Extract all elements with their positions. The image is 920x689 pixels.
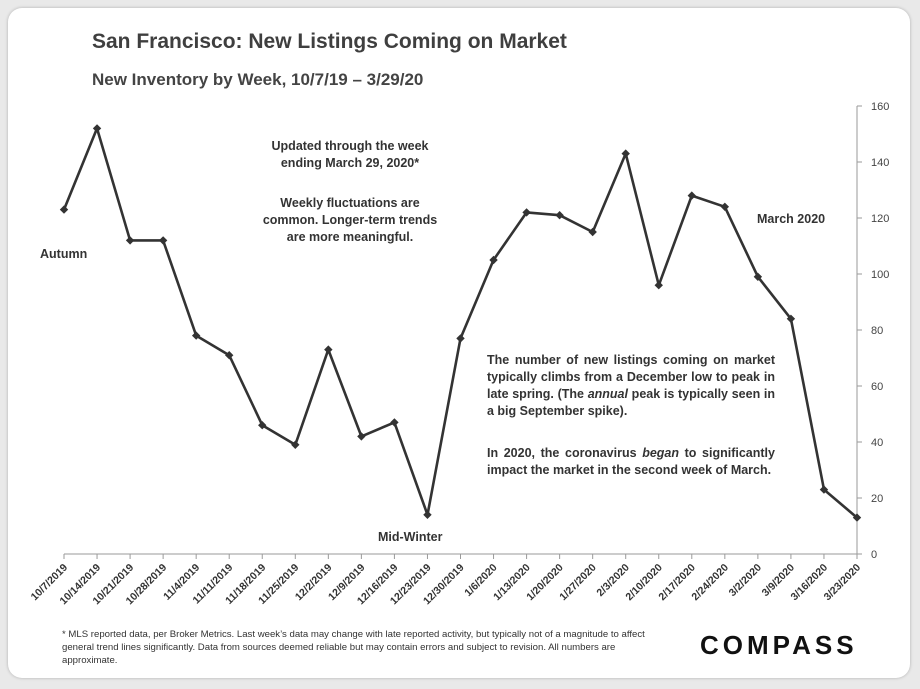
data-point <box>654 281 663 290</box>
y-tick-label: 160 <box>871 101 889 113</box>
chart-title: San Francisco: New Listings Coming on Ma… <box>92 30 567 53</box>
compass-logo: COMPASS <box>700 630 858 660</box>
x-tick-label: 3/2/2020 <box>727 562 764 599</box>
data-point <box>720 202 730 211</box>
coronavirus-note-text: In 2020, the coronavirus <box>487 446 643 460</box>
mid-winter-label: Mid-Winter <box>378 530 443 544</box>
data-point <box>423 510 432 519</box>
fluctuation-note-line-1: Weekly fluctuations are <box>280 196 420 210</box>
y-tick-label: 60 <box>871 381 883 393</box>
data-point <box>819 485 829 494</box>
data-point <box>522 208 531 217</box>
seasonality-note-emphasis: annual <box>587 387 628 401</box>
data-point <box>125 236 135 245</box>
data-point <box>92 124 102 133</box>
data-point <box>621 149 630 158</box>
y-tick-label: 0 <box>871 549 877 561</box>
fluctuation-note: Weekly fluctuations are common. Longer-t… <box>250 195 450 246</box>
chart-subtitle: New Inventory by Week, 10/7/19 – 3/29/20 <box>92 70 424 89</box>
data-point <box>324 345 333 354</box>
fluctuation-note-line-3: are more meaningful. <box>286 230 414 244</box>
coronavirus-note-tail: to significantly impact the market in th… <box>487 446 775 477</box>
data-point <box>291 440 300 449</box>
footnote: * MLS reported data, per Broker Metrics.… <box>62 629 645 666</box>
series-new-listings <box>59 124 862 522</box>
coronavirus-note-emphasis: began <box>642 446 679 460</box>
march-2020-label: March 2020 <box>757 212 826 226</box>
x-tick-label: 3/23/2020 <box>822 562 864 604</box>
update-note: Updated through the week ending March 29… <box>250 138 450 172</box>
y-tick-label: 20 <box>871 493 883 505</box>
seasonality-note-tail: peak is typically seen in a big Septembe… <box>487 387 776 418</box>
y-tick-label: 80 <box>871 325 883 337</box>
data-point <box>258 421 267 430</box>
y-tick-label: 40 <box>871 437 883 449</box>
update-note-line-1: Updated through the week <box>271 139 429 153</box>
x-tick-label: 2/24/2020 <box>689 562 731 604</box>
x-tick-label: 1/27/2020 <box>557 562 599 604</box>
data-point <box>158 236 168 245</box>
data-point <box>588 227 597 237</box>
y-tick-label: 100 <box>871 269 889 281</box>
y-tick-label: 140 <box>871 157 889 169</box>
fluctuation-note-line-2: common. Longer-term trends <box>262 213 438 227</box>
data-point <box>852 513 862 522</box>
seasonality-note-text: The number of new listings coming on mar… <box>487 353 775 401</box>
data-point <box>357 432 366 441</box>
data-point <box>59 205 69 214</box>
seasonality-note: The number of new listings coming on mar… <box>487 352 775 420</box>
update-note-line-2: ending March 29, 2020* <box>280 156 420 170</box>
data-point <box>191 331 201 340</box>
data-point <box>786 314 796 323</box>
data-point <box>456 334 465 343</box>
data-point <box>753 272 763 281</box>
data-point <box>225 351 234 360</box>
coronavirus-note: In 2020, the coronavirus began to signif… <box>487 445 775 479</box>
y-tick-label: 120 <box>871 213 889 225</box>
data-point <box>687 191 696 200</box>
data-point <box>390 418 399 427</box>
autumn-label: Autumn <box>40 247 88 261</box>
data-point <box>555 211 564 220</box>
data-point <box>489 255 498 265</box>
